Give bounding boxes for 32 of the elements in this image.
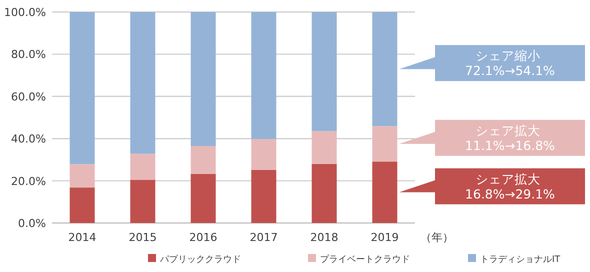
bar bbox=[190, 146, 216, 174]
bar bbox=[190, 174, 216, 223]
bar bbox=[251, 170, 276, 223]
y-tick-label: 80.0% bbox=[11, 48, 46, 62]
x-tick-label: 2015 bbox=[128, 231, 157, 244]
y-tick-label: 20.0% bbox=[11, 174, 46, 188]
bar bbox=[312, 164, 337, 223]
bar bbox=[251, 12, 276, 140]
y-tick-label: 0.0% bbox=[18, 217, 46, 230]
x-axis-title: （年） bbox=[420, 231, 454, 244]
bar bbox=[130, 154, 156, 180]
bar bbox=[251, 139, 276, 170]
bar bbox=[372, 162, 398, 223]
x-tick-label: 2016 bbox=[189, 231, 218, 244]
x-tick-label: 2017 bbox=[250, 231, 278, 244]
x-tick-label: 2014 bbox=[68, 231, 96, 244]
bar bbox=[190, 12, 216, 146]
bar bbox=[372, 12, 398, 126]
bar bbox=[70, 12, 95, 164]
bar bbox=[130, 12, 156, 154]
bar bbox=[70, 164, 95, 188]
y-tick-label: 60.0% bbox=[11, 90, 46, 104]
bar bbox=[372, 126, 398, 162]
x-tick-label: 2019 bbox=[370, 231, 399, 244]
bar bbox=[70, 188, 95, 223]
y-tick-label: 100.0% bbox=[4, 6, 46, 19]
y-tick-label: 40.0% bbox=[11, 132, 46, 146]
legend-label: トラディショナルIT bbox=[480, 255, 561, 265]
bar bbox=[312, 12, 337, 132]
bar bbox=[130, 180, 156, 223]
bar bbox=[312, 131, 337, 164]
x-tick-label: 2018 bbox=[310, 231, 338, 244]
